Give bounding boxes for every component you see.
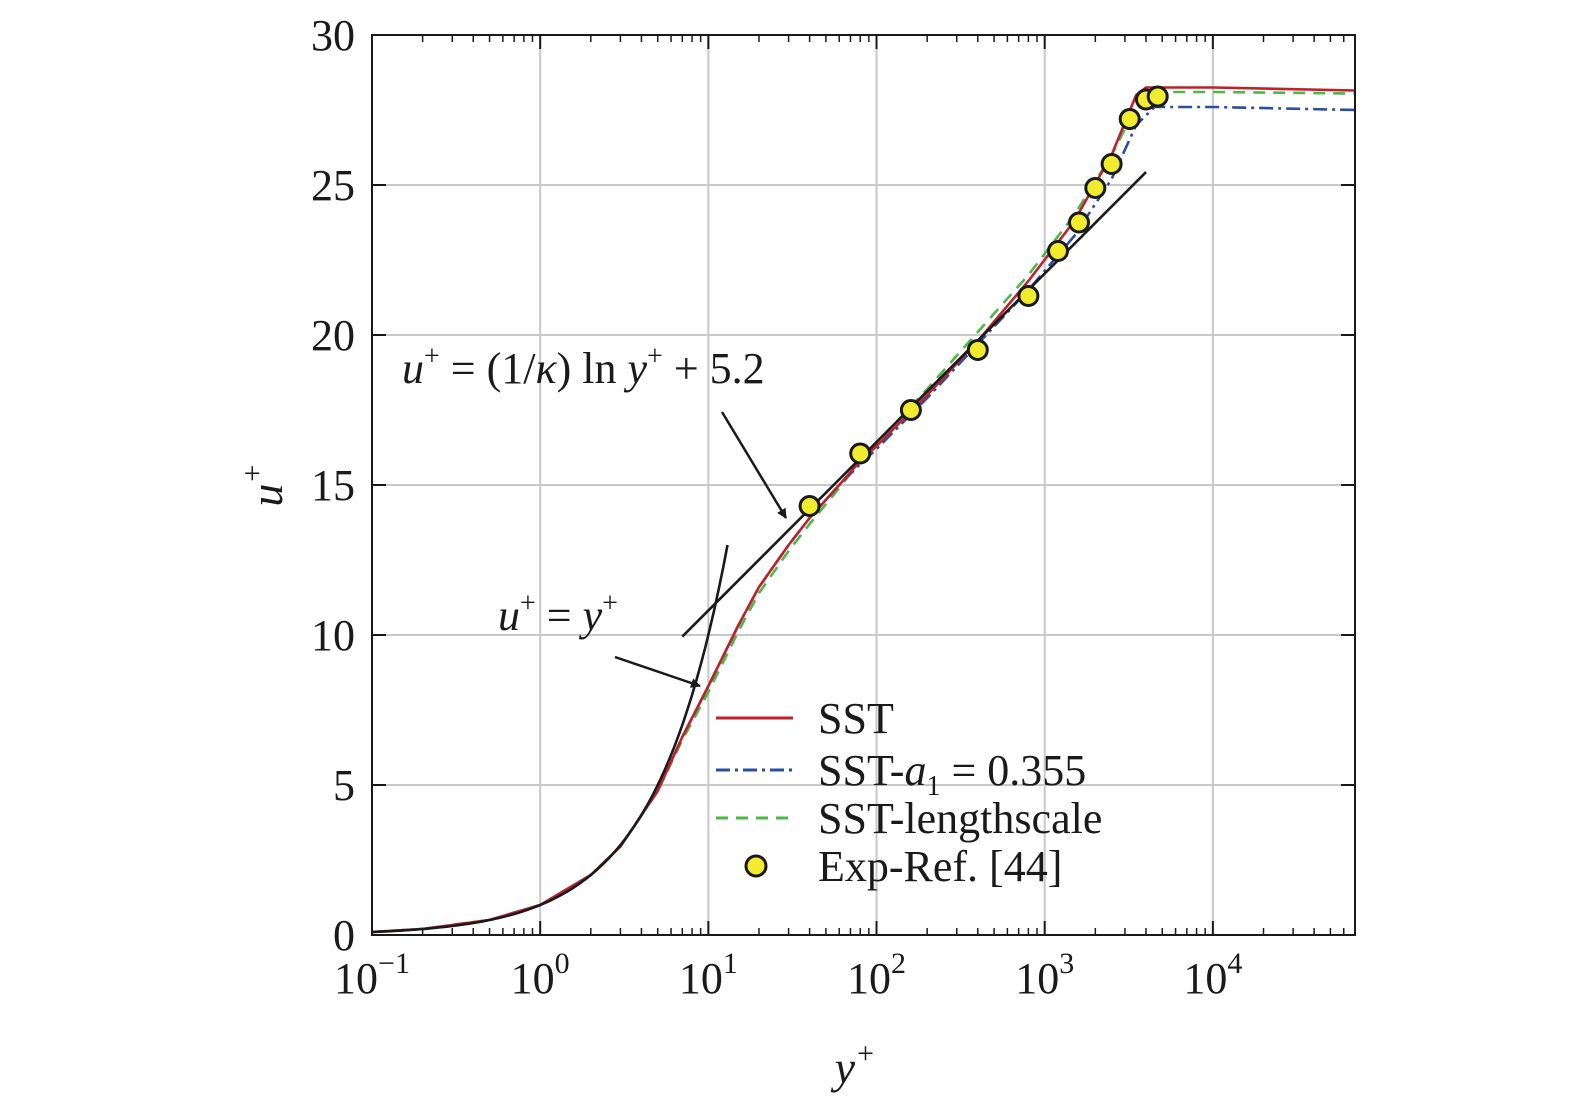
x-tick-label: 104 [1183, 947, 1242, 1003]
loglaw-y-sup: + [647, 341, 663, 372]
experimental-markers [798, 85, 1169, 517]
y-tick-label: 5 [333, 761, 355, 810]
exp-marker [849, 442, 872, 465]
x-tick-label-exp: 4 [1227, 947, 1242, 980]
x-axis-title-main: y [831, 1042, 856, 1093]
loglaw-ln: ) ln [557, 344, 628, 393]
x-tick-label: 10−1 [334, 947, 410, 1003]
viscous-eq: = [536, 591, 583, 640]
x-tick-label-base: 10 [1183, 954, 1227, 1003]
x-tick-label-base: 10 [1015, 954, 1059, 1003]
loglaw-annotation: u+ = (1/κ) ln y+ + 5.2 [402, 341, 765, 393]
viscous-sublayer-line [372, 544, 729, 934]
legend-label-sst: SST [818, 694, 894, 743]
x-tick-label-exp: 0 [555, 947, 570, 980]
x-tick-label: 101 [679, 947, 738, 1003]
legend-label-sst-a1: SST-a1 = 0.355 [818, 746, 1086, 802]
viscous-u: u [498, 591, 520, 640]
y-tick-label: 20 [311, 311, 355, 360]
exp-marker [1100, 153, 1123, 175]
x-tick-label-exp: 3 [1059, 947, 1074, 980]
y-tick-label: 0 [333, 911, 355, 960]
y-axis-title-main: u [241, 484, 292, 507]
legend-swatch-exp [744, 854, 768, 878]
y-tick-label: 10 [311, 611, 355, 660]
loglaw-tail: + 5.2 [663, 344, 765, 393]
x-tick-label-base: 10 [511, 954, 555, 1003]
grid-lines [372, 35, 1355, 935]
x-tick-label: 103 [1015, 947, 1074, 1003]
y-tick-label: 30 [311, 11, 355, 60]
loglaw-kappa: κ [536, 344, 558, 393]
legend-label-sst-a1-sub: 1 [926, 771, 940, 802]
exp-marker [1118, 108, 1141, 130]
loglaw-y: y [624, 344, 648, 393]
y-tick-label: 25 [311, 161, 355, 210]
legend-label-exp: Exp-Ref. [44] [818, 842, 1062, 891]
viscous-u-sup: + [520, 588, 536, 619]
exp-marker [899, 399, 922, 421]
x-axis-title-sup: + [855, 1037, 875, 1070]
y-tick-label: 15 [311, 461, 355, 510]
x-tick-labels: 10−1 100 101 102 103 104 [334, 947, 1242, 1003]
viscous-y-sup: + [602, 588, 618, 619]
x-tick-label-exp: −1 [378, 947, 410, 980]
viscous-y: y [579, 591, 603, 640]
exp-marker [1084, 177, 1107, 199]
x-tick-label-base: 10 [679, 954, 723, 1003]
exp-marker [1068, 211, 1090, 234]
y-axis-title: u+ [236, 463, 292, 506]
axis-ticks [371, 34, 1356, 936]
loglaw-u-sup: + [424, 341, 440, 372]
x-tick-label-exp: 1 [723, 947, 738, 980]
viscous-annotation: u+ = y+ [498, 588, 618, 640]
x-tick-label-exp: 2 [891, 947, 906, 980]
x-tick-label-base: 10 [847, 954, 891, 1003]
x-axis-title: y+ [831, 1037, 876, 1093]
exp-marker [1146, 85, 1169, 108]
legend-label-sst-a1-a: a [904, 746, 926, 795]
loglaw-arrow [720, 411, 788, 519]
loglaw-eq: = (1/ [440, 344, 536, 393]
x-tick-label-base: 10 [334, 954, 378, 1003]
y-tick-labels: 0 5 10 15 20 25 30 [311, 11, 355, 960]
exp-marker [798, 495, 821, 517]
legend-label-sst-a1-value: = 0.355 [940, 746, 1086, 795]
legend-label-sst-a1-prefix: SST- [818, 746, 904, 795]
x-tick-label: 100 [511, 947, 570, 1003]
exp-marker [1017, 285, 1040, 307]
exp-marker [1047, 240, 1069, 262]
loglaw-u: u [402, 344, 424, 393]
y-axis-title-sup: + [236, 463, 269, 483]
x-tick-label: 102 [847, 947, 906, 1003]
viscous-arrow [614, 655, 701, 688]
exp-marker [966, 339, 989, 361]
legend-label-sst-lengthscale: SST-lengthscale [818, 794, 1102, 843]
legend: SST SST-a1 = 0.355 SST-lengthscale Exp-R… [716, 694, 1102, 891]
